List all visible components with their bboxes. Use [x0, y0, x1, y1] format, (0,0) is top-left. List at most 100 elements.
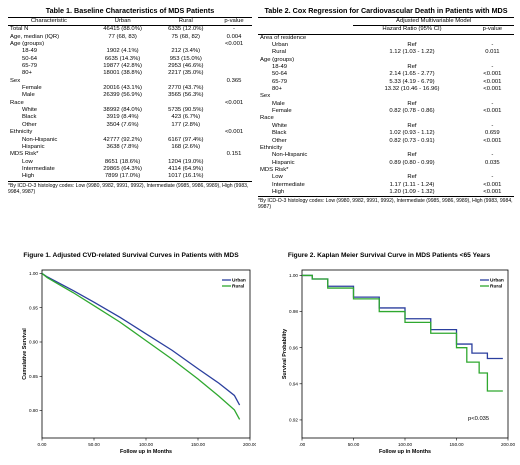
table2-cell-label: Ethnicity	[260, 144, 283, 151]
table1-title: Table 1. Baseline Characteristics of MDS…	[45, 6, 215, 15]
table1-cell-rural	[155, 151, 216, 158]
x-tick-label: 200.00	[501, 442, 515, 447]
table1-cell-label: High	[8, 173, 90, 182]
table1-cell-p: 0.365	[226, 77, 242, 84]
table2-row: Rural 1.12 (1.03 - 1.22) 0.011	[258, 49, 514, 56]
table1-cell-rural: 212 (3.4%)	[171, 48, 201, 55]
table2-row: Sex	[258, 93, 514, 100]
legend-label-urban: Urban	[490, 278, 504, 284]
table1-cell-urban: 29865 (64.3%)	[103, 165, 142, 172]
table2-cell-hr: Ref	[407, 42, 417, 49]
table2-cell-hr: Ref	[407, 122, 417, 129]
series-line-urban	[41, 272, 241, 406]
table2-row: Age (groups)	[258, 57, 514, 64]
table2-cell-label: Rural	[272, 49, 287, 56]
table2-cell-label: Female	[272, 108, 292, 115]
table2-cell-p: <0.001	[483, 78, 502, 85]
table2: Adjusted Multivariable Model Hazard Rati…	[258, 16, 514, 198]
table2-cell-p	[471, 34, 514, 42]
table1-row: Race <0.001	[8, 100, 252, 107]
figure2-panel: Figure 2. Kaplan Meier Survival Curve in…	[262, 252, 516, 460]
x-tick-label: 100.00	[139, 442, 153, 447]
table1-cell-p: 0.004	[226, 33, 242, 40]
table1-cell-label: 80+	[22, 70, 32, 77]
table2-cell-hr	[353, 57, 470, 64]
table1-cell-urban: 42777 (92.2%)	[103, 136, 142, 143]
x-tick-label: 150.00	[449, 442, 463, 447]
table1-cell-urban: 8651 (18.6%)	[104, 158, 141, 165]
table2-cell-p: 0.011	[485, 49, 500, 56]
table2-cell-hr	[353, 145, 470, 152]
table1-row: Female 20016 (43.1%) 2770 (43.7%)	[8, 85, 252, 92]
table2-group-header: Adjusted Multivariable Model	[353, 16, 514, 26]
table1-cell-p	[216, 48, 252, 55]
table1-cell-label: Black	[22, 114, 37, 121]
table1-footnote: *By ICD-O-3 histology codes: Low (9980, …	[8, 182, 249, 195]
table1-cell-p	[216, 122, 252, 129]
table1-cell-rural	[155, 129, 216, 136]
table2-cell-label: Other	[272, 137, 287, 144]
table2-cell-p: <0.001	[483, 86, 502, 93]
table2-row: 50-64 2.14 (1.65 - 2.77) <0.001	[258, 71, 514, 78]
table1-cell-p: 0.151	[226, 151, 242, 158]
figure1-chart: 1.00 0.95 0.90 0.85 0.80 0.00 50.00 100.00 150.0…	[22, 269, 256, 455]
table2-cell-label: High	[258, 188, 354, 198]
table2-row: Race	[258, 115, 514, 122]
table2-cell-hr: 0.82 (0.78 - 0.86)	[389, 108, 435, 115]
table1-row: Sex 0.365	[8, 78, 252, 85]
table2-cell-hr: Ref	[407, 100, 417, 107]
table1: Characteristic Urban Rural p-value Total…	[8, 16, 252, 182]
table2-col-pvalue: p-value	[470, 25, 514, 35]
table1-cell-p	[216, 70, 252, 77]
table1-body: Total N 46415 (88.0%) 6335 (12.0%) - Age, me…	[8, 26, 252, 182]
y-axis-label: Survival Probability	[282, 329, 288, 379]
table2-cell-p	[471, 167, 514, 174]
table1-cell-urban	[90, 129, 156, 136]
table2-cell-hr: Ref	[407, 64, 417, 71]
table1-cell-urban: 18001 (38.8%)	[103, 70, 142, 77]
table1-col-characteristic: Characteristic	[8, 16, 90, 27]
table1-cell-label: Low	[22, 158, 33, 165]
table2-cell-p: -	[491, 122, 494, 129]
table1-row: 50-64 6635 (14.3%) 953 (15.0%)	[8, 56, 252, 63]
table1-cell-label: Age (groups)	[10, 41, 45, 48]
table1-cell-p	[216, 56, 252, 63]
table1-row: MDS Risk* 0.151	[8, 151, 252, 158]
x-tick-label: 50.00	[348, 442, 360, 447]
x-tick-label: 200.00	[243, 442, 256, 447]
table1-cell-rural: 2953 (46.6%)	[168, 63, 204, 70]
table1-row: Hispanic 3638 (7.8%) 168 (2.6%)	[8, 144, 252, 151]
table1-cell-urban: 3638 (7.8%)	[106, 143, 139, 150]
table1-cell-urban: 77 (68, 83)	[108, 33, 137, 40]
table2-cell-hr	[353, 115, 470, 122]
table2-row: Female 0.82 (0.78 - 0.86) <0.001	[258, 108, 514, 115]
table1-cell-urban: 1902 (4.1%)	[106, 48, 139, 55]
table2-title: Table 2. Cox Regression for Cardiovascul…	[264, 6, 508, 15]
table1-cell-urban: 3504 (7.6%)	[106, 121, 139, 128]
table2-cell-p	[471, 57, 514, 64]
table2-cell-label: Hispanic	[272, 159, 295, 166]
table1-cell-p: -	[233, 26, 236, 33]
table1-cell-rural: 5735 (90.5%)	[168, 107, 204, 114]
table2-row: 18-49 Ref -	[258, 64, 514, 71]
table2-cell-label: Area of residence	[260, 34, 307, 41]
table2-cell-p: <0.001	[483, 108, 502, 115]
table1-row: 80+ 18001 (38.8%) 2217 (35.0%)	[8, 70, 252, 77]
y-tick-label: 0.85	[29, 374, 38, 379]
table2-row: Intermediate 1.17 (1.11 - 1.24) <0.001	[258, 182, 514, 189]
table2-row: High 1.20 (1.09 - 1.32) <0.001	[258, 188, 514, 198]
table1-row: Low 8651 (18.6%) 1204 (19.0%)	[8, 159, 252, 166]
table1-cell-p	[216, 144, 252, 151]
y-tick-label: 0.92	[289, 418, 298, 423]
table2-cell-hr	[353, 93, 470, 100]
table1-cell-label: Intermediate	[22, 165, 55, 172]
table2-cell-p: -	[491, 152, 494, 159]
table1-cell-urban	[90, 41, 156, 48]
table2-row: Non-Hispanic Ref -	[258, 152, 514, 159]
table2-cell-label: Sex	[260, 93, 271, 100]
table2-cell-p: -	[491, 42, 494, 49]
table1-cell-urban: 26399 (56.9%)	[103, 92, 142, 99]
y-axis-label: Cumulative Survival	[22, 328, 28, 380]
table2-cell-label: MDS Risk*	[260, 166, 289, 173]
table1-cell-urban	[90, 100, 156, 107]
